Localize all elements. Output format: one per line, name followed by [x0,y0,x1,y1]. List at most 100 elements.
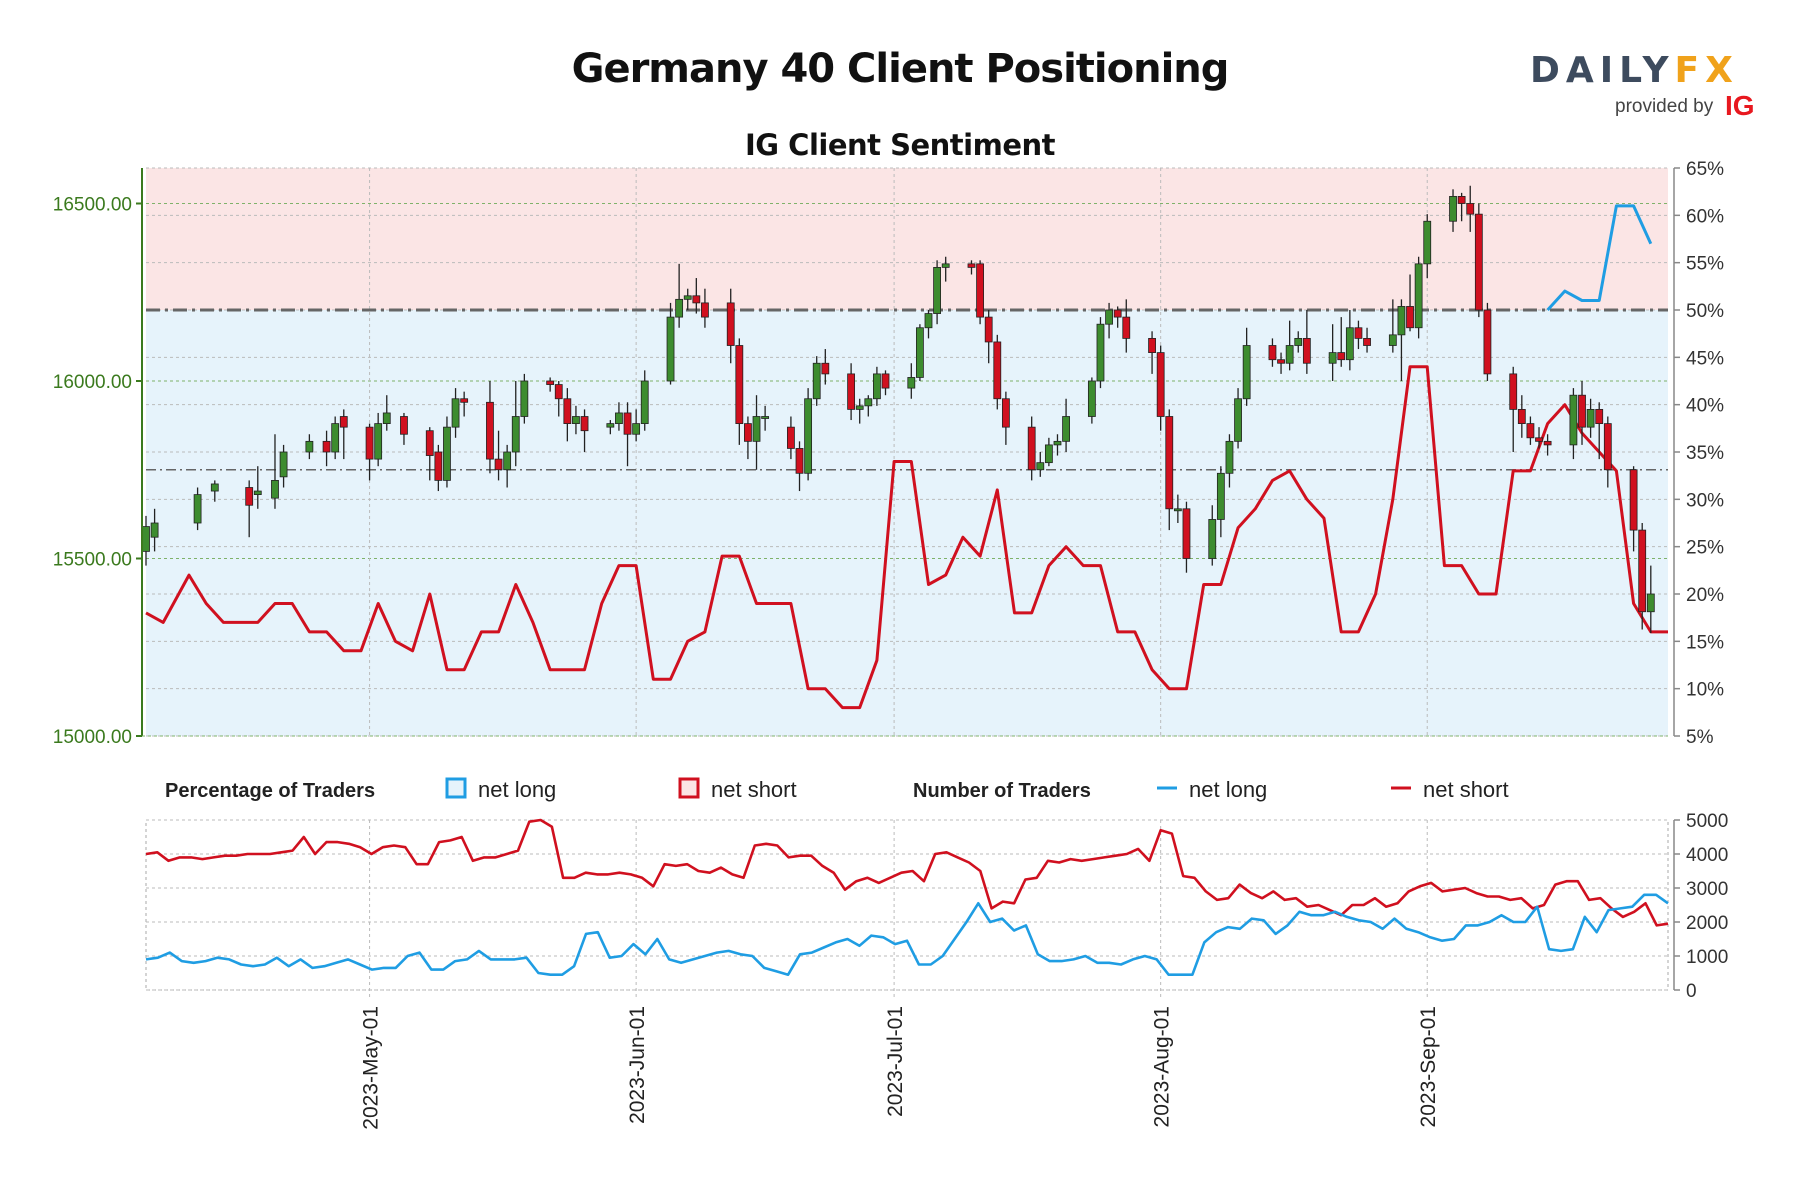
bottom-frame [145,819,1669,991]
logo-daily-text: DAILY [1530,50,1675,91]
legend-pct-long-swatch [445,777,467,799]
candle-body [1526,423,1535,439]
pct-tick-label: 10% [1686,680,1724,701]
candle-body [1337,352,1346,361]
candle-body [1148,337,1156,353]
candle-body [253,490,262,495]
candle [692,278,701,314]
candle-body [443,426,451,481]
candle [1216,466,1225,538]
candle [572,405,580,435]
candle-body [1302,337,1311,364]
candle-body [606,423,615,428]
candle [425,427,434,481]
candle-body [640,380,649,424]
candle [864,395,873,417]
candle-body [572,416,580,424]
candle [1337,317,1346,367]
candle-body [1234,398,1242,442]
candle [1156,345,1165,431]
candle-body [1268,345,1277,361]
candle-body [1001,398,1010,428]
net-long-pct-line [1546,204,1653,312]
candle-body [1105,309,1113,325]
candle [881,370,890,396]
candle [460,391,469,417]
price-tick-label: 15000.00 [53,727,132,748]
candle-body [787,426,795,449]
count-tick-label: 0 [1686,981,1697,1002]
candle [150,508,159,552]
candle-body [1449,195,1457,222]
date-tick-label: 2023-Jul-01 [884,1006,907,1117]
candle [279,444,288,488]
candle-body [1629,469,1638,531]
candle-body [331,423,340,453]
candle [1586,398,1595,438]
candle-body [1173,508,1182,512]
count-tick-label: 1000 [1686,947,1728,968]
candle [701,288,709,328]
candle [1062,398,1070,452]
candle [847,363,856,421]
candle [1397,299,1406,381]
candle [511,381,520,467]
candle [1148,331,1156,374]
candle [1242,327,1251,406]
candle [615,402,623,431]
pct-tick-label: 25% [1686,538,1724,559]
candle [331,416,340,460]
candle [1302,310,1311,374]
candle-body [683,295,692,300]
candle [1285,320,1294,371]
candle-body [1423,220,1432,265]
legend-pct-short-swatch [678,777,700,799]
candle [1105,302,1113,339]
candle-body [967,263,976,268]
candle [1268,338,1277,367]
candle [907,363,916,399]
candle [1234,388,1242,449]
legend-pct-short-label: net short [711,777,797,802]
candle-body [804,398,813,474]
candle-body [245,487,254,506]
candle-body [1543,440,1552,446]
candle-body [632,423,641,435]
candle [1543,434,1552,456]
candle [752,395,761,470]
candle-body [1096,323,1105,382]
candle [1517,395,1526,438]
candle [1466,185,1475,232]
pct-tick-label: 40% [1686,396,1724,417]
candle [1646,565,1655,634]
candle [726,288,735,364]
candle-body [1414,263,1423,329]
candle-body [511,416,520,453]
count-tick-label: 5000 [1686,811,1728,832]
candle [1113,306,1122,328]
pct-tick-label: 65% [1686,159,1724,180]
candle-body [864,398,873,407]
candle [1053,434,1062,456]
candle-body [993,341,1002,400]
candle-body [941,263,950,268]
candle-body [580,416,589,432]
price-tick-label: 16500.00 [53,195,132,216]
candle-body [692,295,701,304]
candle-body [666,316,675,382]
logo-fx-text: FX [1674,50,1739,91]
candle-body [1036,462,1045,471]
candle-body [425,430,434,456]
candle [443,416,451,488]
candle [374,412,383,467]
candle [993,334,1002,410]
candle [339,409,348,460]
candle [1354,320,1363,350]
candle-body [623,412,632,435]
candle [1629,466,1638,552]
candle [1328,324,1337,381]
candle [520,373,529,424]
candle [812,356,821,406]
candle [494,430,503,481]
candle-body [855,405,864,410]
